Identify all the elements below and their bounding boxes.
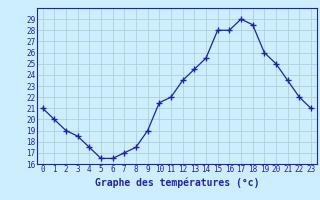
X-axis label: Graphe des températures (°c): Graphe des températures (°c)	[94, 177, 259, 188]
